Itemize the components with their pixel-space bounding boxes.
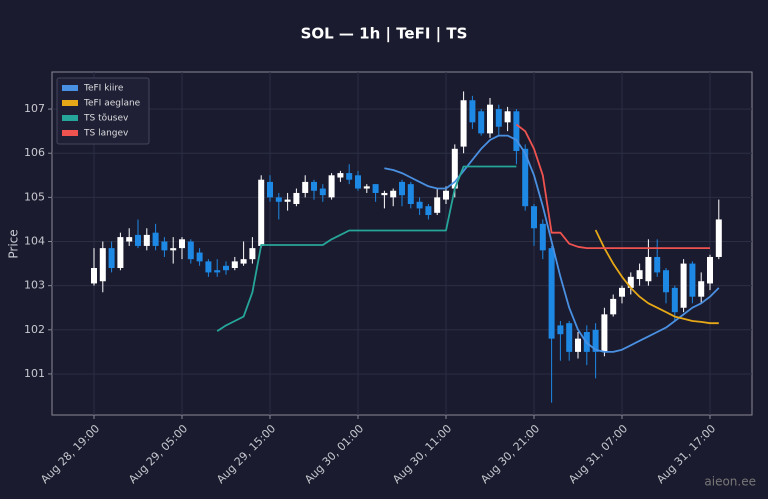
indicator-line: [594, 229, 719, 325]
candle-body: [187, 241, 194, 260]
candle-body: [249, 248, 256, 260]
y-tick-label: 104: [24, 235, 45, 248]
candle-body: [108, 248, 115, 268]
candle-body: [592, 329, 599, 352]
candle-body: [478, 111, 485, 134]
candle-body: [654, 256, 661, 273]
candle-body: [557, 325, 564, 335]
candle-body: [196, 252, 203, 262]
candle-body: [267, 181, 273, 198]
candle-body: [293, 192, 300, 204]
indicator-line: [515, 123, 710, 249]
legend-label: TS tõusev: [83, 114, 129, 124]
legend-swatch: [62, 85, 78, 91]
candle-body: [680, 263, 687, 308]
candle-body: [707, 256, 713, 284]
candle-body: [715, 219, 722, 257]
candle-body: [381, 192, 388, 196]
candle-body: [372, 184, 379, 193]
candle-body: [240, 259, 247, 264]
y-tick-label: 106: [24, 146, 45, 159]
candle-body: [258, 179, 265, 246]
candle-body: [275, 197, 282, 202]
candle-body: [126, 237, 133, 242]
candle-body: [601, 314, 608, 352]
legend-label: TeFI kiire: [83, 84, 124, 94]
candle-body: [170, 248, 177, 251]
candle-body: [698, 281, 705, 297]
candle-body: [328, 175, 335, 198]
candle-body: [460, 100, 467, 147]
candle-body: [513, 111, 520, 152]
candle-body: [416, 201, 423, 209]
candle-body: [363, 186, 370, 189]
legend-swatch: [62, 100, 78, 106]
candle-body: [355, 175, 361, 189]
y-axis-label: Price: [7, 229, 21, 258]
indicator-line: [216, 165, 517, 332]
legend-swatch: [62, 115, 78, 121]
watermark: aieon.ee: [704, 475, 756, 489]
candle-body: [610, 298, 617, 315]
candle-body: [663, 270, 669, 293]
candle-body: [231, 261, 238, 268]
candle-body: [399, 181, 405, 196]
candle-body: [451, 148, 458, 189]
legend-box: [56, 77, 150, 145]
chart-title: SOL — 1h | TeFI | TS: [301, 25, 468, 44]
candle-body: [575, 338, 581, 352]
candle-body: [619, 287, 625, 297]
candle-body: [117, 237, 124, 268]
legend-label: TS langev: [83, 129, 129, 139]
candle-body: [425, 206, 432, 216]
candle-body: [214, 270, 221, 273]
candle-body: [434, 197, 441, 213]
candle-body: [161, 241, 168, 251]
candle-body: [152, 232, 159, 246]
candle-body: [487, 104, 493, 134]
candle-body: [627, 276, 634, 288]
candle-body: [346, 173, 353, 180]
candle-body: [645, 256, 652, 282]
candle-body: [531, 206, 537, 229]
candle-body: [495, 109, 502, 127]
candle-body: [205, 261, 212, 273]
candle-body: [135, 234, 141, 246]
candle-body: [443, 190, 449, 200]
candle-body: [390, 190, 397, 198]
candle-body: [636, 270, 643, 280]
candle-body: [548, 248, 555, 339]
candle-body: [284, 199, 291, 202]
candle-body: [311, 181, 317, 191]
y-tick-label: 102: [24, 323, 45, 336]
candle-body: [91, 268, 97, 284]
candle-body: [99, 248, 106, 282]
candle-body: [504, 111, 511, 123]
indicator-line: [384, 134, 720, 353]
candle-body: [337, 173, 344, 178]
candle-body: [522, 148, 529, 207]
candle-body: [143, 234, 150, 246]
candle-body: [319, 188, 326, 196]
plot-area: [51, 71, 753, 416]
candle-body: [302, 181, 309, 193]
y-tick-label: 107: [24, 102, 45, 115]
legend-swatch: [62, 130, 78, 136]
y-tick-label: 105: [24, 190, 45, 203]
legend-label: TeFI aeglane: [83, 99, 141, 109]
candle-body: [539, 223, 546, 251]
candle-body: [179, 239, 185, 249]
candle-body: [566, 323, 573, 352]
y-tick-label: 103: [24, 279, 45, 292]
candle-body: [689, 263, 696, 297]
candle-body: [469, 100, 476, 123]
candle-body: [223, 265, 229, 271]
y-tick-label: 101: [24, 367, 45, 380]
candle-body: [407, 184, 414, 204]
candle-body: [671, 287, 678, 313]
